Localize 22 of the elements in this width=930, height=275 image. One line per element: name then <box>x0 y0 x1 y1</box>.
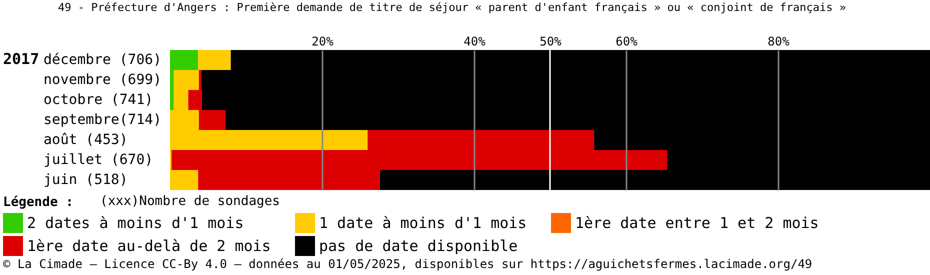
y-tick-label: août (453) <box>44 132 128 148</box>
x-tick-label: 60% <box>616 34 638 48</box>
legend-title: Légende : <box>3 195 74 210</box>
legend-label: 1ère date au-delà de 2 mois <box>27 237 271 255</box>
x-tick-label: 20% <box>312 34 334 48</box>
legend-label: 1 date à moins d'1 mois <box>319 214 527 232</box>
x-tick-label: 80% <box>768 34 790 48</box>
y-tick-label: novembre (699) <box>44 72 162 88</box>
y-tick-label: juin (518) <box>44 172 128 188</box>
legend-label: 2 dates à moins d'1 mois <box>27 214 244 232</box>
x-tick-label: 50% <box>540 34 562 48</box>
legend-label: pas de date disponible <box>319 237 518 255</box>
y-tick-label: octobre (741) <box>44 92 154 108</box>
text: © La Cimade – Licence CC-By 4.0 – données au 01/05/2025, disponibles sur https://aguichetsfermes.lacimade.org/49 <box>3 257 812 271</box>
y-tick-label: décembre (706) <box>44 52 162 68</box>
text: 2017 <box>3 50 40 68</box>
chart-title: 49 - Préfecture d'Angers : Première demande de titre de séjour « parent d'enfant français » ou « conjoint de français » <box>58 1 846 14</box>
y-tick-label: septembre(714) <box>44 112 162 128</box>
legend-label: 1ère date entre 1 et 2 mois <box>575 214 819 232</box>
y-tick-label: juillet (670) <box>44 152 154 168</box>
x-tick-label: 40% <box>464 34 486 48</box>
text: (xxx)Nombre de sondages <box>100 194 280 209</box>
